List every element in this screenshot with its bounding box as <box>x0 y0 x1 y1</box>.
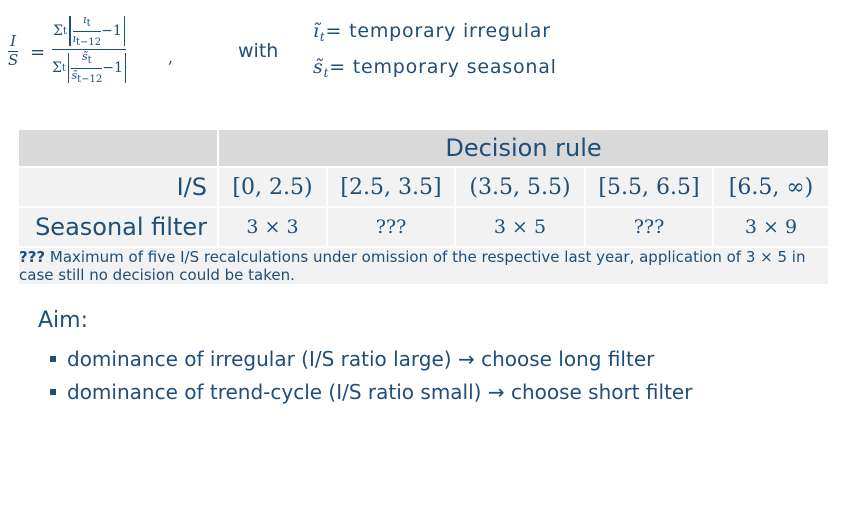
seasonal-definition-text: = temporary seasonal <box>329 56 557 78</box>
filter-cell: 3 × 3 <box>217 206 328 248</box>
seas-bottom-sub: t−12 <box>77 73 103 85</box>
lhs-numerator: I <box>10 32 17 50</box>
with-label: with <box>238 40 279 62</box>
definitions: ı̃t= temporary irregular s̃t= temporary … <box>313 20 557 92</box>
decision-rule-table: Decision rule I/S [0, 2.5) [2.5, 3.5] (3… <box>16 128 831 286</box>
interval-cell: [0, 2.5) <box>217 166 328 208</box>
lhs-denominator: S <box>8 50 19 69</box>
bullet-icon <box>50 355 56 362</box>
irr-bottom-sub: t−12 <box>76 36 102 48</box>
interval-cell: [6.5, ∞) <box>711 166 831 208</box>
bullet-text: dominance of trend-cycle (I/S ratio smal… <box>67 379 693 404</box>
irr-bottom: ı <box>72 31 77 45</box>
footnote-text: Maximum of five I/S recalculations under… <box>19 248 806 284</box>
sum-symbol: Σ <box>53 23 63 39</box>
filter-cell: 3 × 5 <box>454 206 586 248</box>
minus-one: −1 <box>102 60 123 76</box>
is-fraction: I S <box>8 32 19 69</box>
seas-top: s̃ <box>81 50 88 63</box>
equals-sign: = <box>30 42 46 63</box>
formula-comma: , <box>168 48 174 67</box>
sum-subscript: t <box>62 25 67 37</box>
bullet-icon <box>50 388 56 395</box>
header-empty-cell <box>17 128 219 168</box>
list-item: dominance of irregular (I/S ratio large)… <box>50 342 692 375</box>
table-header: Decision rule <box>216 128 831 168</box>
filter-cell: 3 × 9 <box>711 206 831 248</box>
irregular-definition-text: = temporary irregular <box>325 20 551 42</box>
interval-cell: [5.5, 6.5] <box>584 166 714 208</box>
interval-cell: (3.5, 5.5) <box>454 166 586 208</box>
definition-seasonal: s̃t= temporary seasonal <box>313 56 557 92</box>
filter-cell: ??? <box>326 206 456 248</box>
sum-subscript: t <box>61 62 66 74</box>
is-row-label: I/S <box>17 166 219 208</box>
seasonal-ratio: s̃t s̃t−12 <box>71 50 103 85</box>
seasonal-symbol-sub: t <box>323 66 330 80</box>
aim-bullet-list: dominance of irregular (I/S ratio large)… <box>50 342 692 408</box>
footnote-marker: ??? <box>19 248 46 266</box>
seas-top-sub: t <box>87 55 92 66</box>
irregular-symbol: ı̃ <box>313 20 320 42</box>
irregular-symbol-sub: t <box>319 30 326 44</box>
irr-top: ı <box>83 13 87 26</box>
irr-top-sub: t <box>86 18 91 29</box>
interval-cell: [2.5, 3.5] <box>326 166 456 208</box>
irregular-ratio: ıt ıt−12 <box>72 13 102 48</box>
seas-bottom: s̃ <box>71 68 78 82</box>
aim-title: Aim: <box>38 308 89 333</box>
list-item: dominance of trend-cycle (I/S ratio smal… <box>50 375 692 408</box>
table-footnote: ??? Maximum of five I/S recalculations u… <box>16 246 831 286</box>
filter-cell: ??? <box>584 206 714 248</box>
seasonal-symbol: s̃ <box>313 56 324 78</box>
sum-symbol: Σ <box>52 60 62 76</box>
definition-irregular: ı̃t= temporary irregular <box>313 20 557 56</box>
minus-one: −1 <box>101 23 122 39</box>
bullet-text: dominance of irregular (I/S ratio large)… <box>67 346 655 371</box>
filter-row-label: Seasonal filter <box>17 206 219 248</box>
